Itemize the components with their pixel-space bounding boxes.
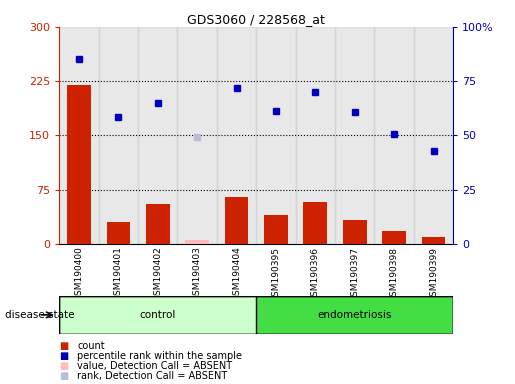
Bar [264,215,288,244]
Bar [296,27,335,244]
Bar [107,222,130,244]
Text: value, Detection Call = ABSENT: value, Detection Call = ABSENT [77,361,232,371]
Bar [335,27,374,244]
Text: control: control [140,310,176,320]
Text: percentile rank within the sample: percentile rank within the sample [77,351,242,361]
Bar [256,296,453,334]
Text: ■: ■ [59,371,68,381]
Title: GDS3060 / 228568_at: GDS3060 / 228568_at [187,13,325,26]
Bar [185,240,209,244]
Bar [59,27,98,244]
Bar [382,231,406,244]
Text: count: count [77,341,105,351]
Bar [177,27,217,244]
Text: endometriosis: endometriosis [318,310,392,320]
Bar [303,202,327,244]
Text: rank, Detection Call = ABSENT: rank, Detection Call = ABSENT [77,371,228,381]
Bar [256,27,296,244]
Bar [98,27,138,244]
Bar [217,27,256,244]
Text: ■: ■ [59,361,68,371]
Bar [374,27,414,244]
Bar [59,296,256,334]
Bar [343,220,367,244]
Bar [225,197,248,244]
Text: disease state: disease state [5,310,75,320]
Bar [138,27,177,244]
Bar [414,27,453,244]
Bar [67,85,91,244]
Bar [146,204,169,244]
Bar [422,237,445,244]
Text: ■: ■ [59,351,68,361]
Text: ■: ■ [59,341,68,351]
